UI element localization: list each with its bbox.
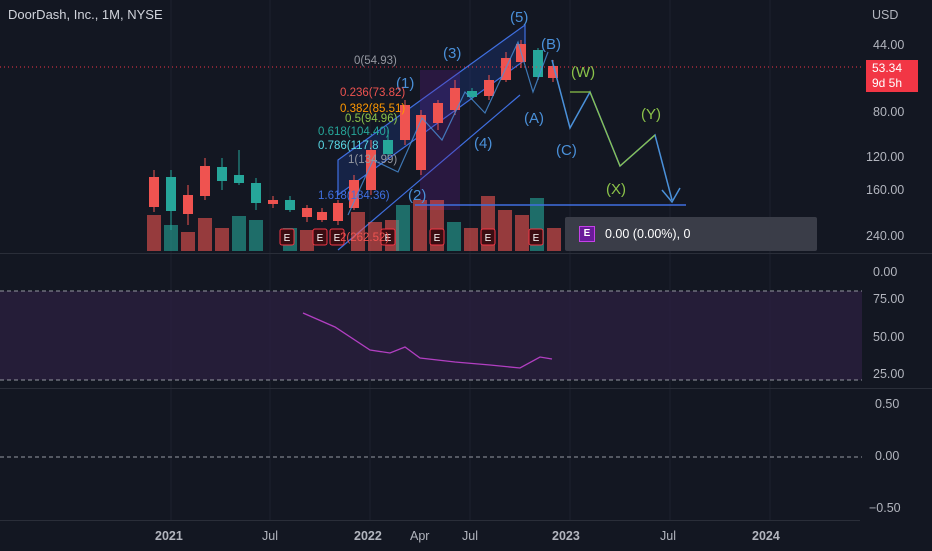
svg-text:E: E (334, 233, 341, 244)
fib-label-05: 0.5(94.96) (345, 113, 398, 125)
wave-label-4: (4) (474, 135, 492, 152)
fib-label-0236: 0.236(73.82) (340, 87, 405, 99)
price-tick: 0.00 (873, 265, 898, 279)
time-tick: Jul (660, 529, 676, 543)
fib-label-1618: 1.618(184.36) (318, 190, 390, 202)
currency-label[interactable]: USD (872, 8, 899, 22)
earnings-marker[interactable]: E (329, 228, 345, 246)
rsi-tick: 50.00 (873, 330, 905, 344)
earnings-markers[interactable]: E E E E E E E (279, 228, 544, 246)
svg-text:E: E (284, 233, 291, 244)
time-tick: Apr (410, 529, 430, 543)
last-price-value: 53.34 (872, 61, 903, 75)
arrow-head-icon (661, 187, 681, 204)
price-tick: 160.00 (866, 183, 905, 197)
wave-label-B: (B) (541, 36, 561, 53)
wave-label-C: (C) (556, 142, 577, 159)
rsi-tick: 75.00 (873, 292, 905, 306)
wave-label-X: (X) (606, 181, 626, 198)
bar-countdown: 9d 5h (872, 76, 903, 90)
symbol-title[interactable]: DoorDash, Inc., 1M, NYSE (8, 7, 163, 22)
svg-text:E: E (385, 233, 392, 244)
time-axis[interactable]: 2021 Jul 2022 Apr Jul 2023 Jul 2024 (0, 520, 860, 551)
wave-label-A: (A) (524, 110, 544, 127)
price-tick: 120.00 (866, 150, 905, 164)
fib-label-0: 0(54.93) (354, 55, 397, 67)
wave-label-2: (2) (408, 187, 426, 204)
earnings-marker[interactable]: E (480, 228, 496, 246)
wxy-wave[interactable] (570, 91, 656, 168)
fib-labels: 0(54.93) 0.236(73.82) 0.382(85.51) 0.5(9… (318, 55, 405, 244)
candlesticks[interactable] (149, 40, 558, 230)
wave-label-1: (1) (396, 75, 414, 92)
svg-text:E: E (317, 233, 324, 244)
svg-text:E: E (533, 233, 540, 244)
rsi-band (0, 291, 862, 380)
impulse-wave[interactable] (347, 40, 549, 216)
pane-divider[interactable] (0, 253, 932, 254)
earnings-marker[interactable]: E (380, 228, 396, 246)
osc-tick: 0.00 (875, 449, 900, 463)
time-tick: 2024 (752, 529, 780, 543)
earnings-marker[interactable]: E (429, 228, 445, 246)
fib-label-0618: 0.618(104.40) (318, 126, 390, 138)
earnings-marker[interactable]: E (528, 228, 544, 246)
svg-text:E: E (434, 233, 441, 244)
rsi-line[interactable] (302, 312, 553, 369)
last-price-tag: 53.34 9d 5h (866, 60, 918, 92)
grid (170, 0, 771, 520)
data-window-value: 0.00 (0.00%), 0 (605, 227, 691, 241)
time-tick: 2023 (552, 529, 580, 543)
time-tick: 2021 (155, 529, 183, 543)
earnings-icon: E (579, 226, 595, 242)
fib-label-0382: 0.382(85.51) (340, 103, 405, 115)
price-tick: 240.00 (866, 229, 905, 243)
time-tick: Jul (262, 529, 278, 543)
time-tick: Jul (462, 529, 478, 543)
svg-text:E: E (485, 233, 492, 244)
wave-label-Y: (Y) (641, 106, 661, 123)
wxy-labels: (W) (X) (Y) (571, 64, 661, 198)
earnings-marker[interactable]: E (312, 228, 328, 246)
earnings-marker[interactable]: E (279, 228, 295, 246)
wave-labels: (1) (2) (3) (4) (5) (A) (B) (C) (396, 9, 577, 204)
time-tick: 2022 (354, 529, 382, 543)
wave-label-W: (W) (571, 64, 595, 81)
fib-label-1: 1(134.99) (348, 154, 397, 166)
rsi-tick: 25.00 (873, 367, 905, 381)
data-window-tooltip: E 0.00 (0.00%), 0 (565, 217, 817, 251)
pane-divider[interactable] (0, 388, 932, 389)
osc-tick: −0.50 (869, 501, 901, 515)
price-tick: 44.00 (873, 38, 905, 52)
fib-label-0786: 0.786(117.8 (318, 140, 379, 152)
wave-label-3: (3) (443, 45, 461, 62)
fib-label-2: 2(262.52) (340, 232, 389, 244)
osc-tick: 0.50 (875, 397, 900, 411)
price-tick: 80.00 (873, 105, 905, 119)
wave-label-5: (5) (510, 9, 528, 26)
